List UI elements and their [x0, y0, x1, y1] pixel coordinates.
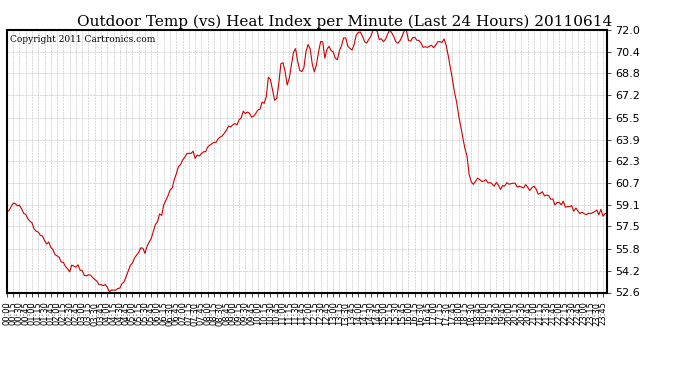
Text: Copyright 2011 Cartronics.com: Copyright 2011 Cartronics.com — [10, 35, 155, 44]
Text: Outdoor Temp (vs) Heat Index per Minute (Last 24 Hours) 20110614: Outdoor Temp (vs) Heat Index per Minute … — [77, 15, 613, 29]
